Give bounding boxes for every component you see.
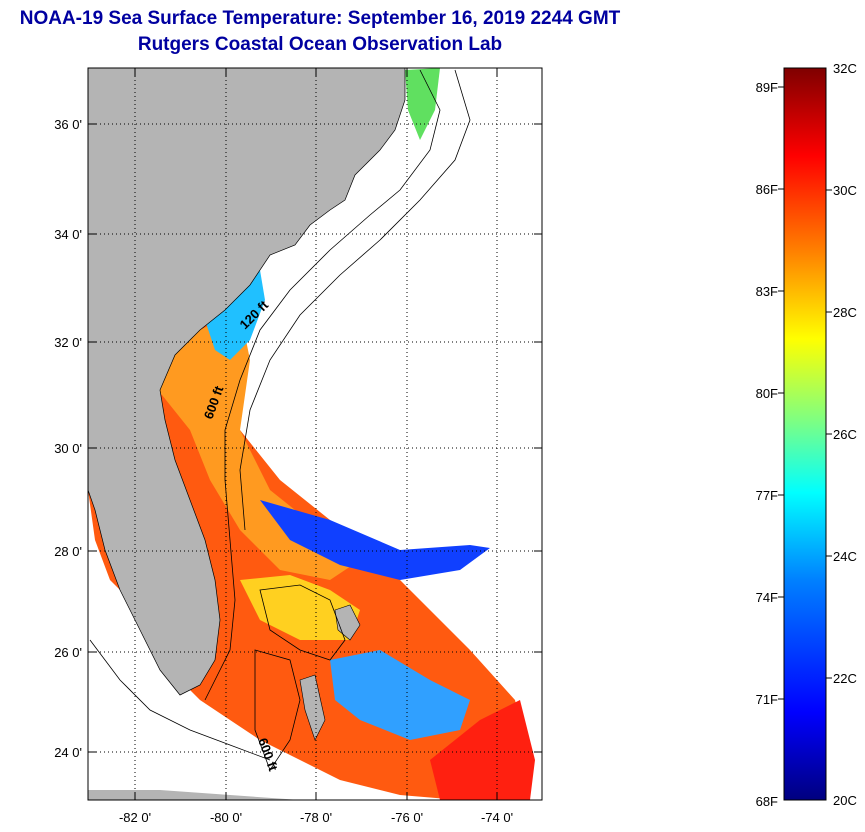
- sst-orange-region: [150, 310, 360, 580]
- sst-north-patch: [405, 68, 440, 140]
- map-subtitle: Rutgers Coastal Ocean Observation Lab: [137, 34, 503, 55]
- colorbar-fahrenheit-label: 74F: [756, 590, 778, 605]
- lat-label: 28 0': [54, 544, 82, 559]
- colorbar-fahrenheit-label: 77F: [756, 488, 778, 503]
- bathymetry-contour-slope: [239, 69, 471, 531]
- cuba-land: [88, 790, 300, 800]
- bathymetry-contour-bahamas: [254, 584, 346, 771]
- colorbar-fahrenheit-label: 89F: [756, 80, 778, 95]
- lon-label: -82 0': [119, 810, 151, 825]
- lat-label: 36 0': [54, 117, 82, 132]
- bathymetry-contour-gulf: [89, 639, 271, 761]
- colorbar-celsius-label: 24C: [833, 549, 857, 564]
- map-title: NOAA-19 Sea Surface Temperature: Septemb…: [19, 8, 621, 29]
- colorbar-fahrenheit-label: 83F: [756, 284, 778, 299]
- colorbar-celsius-label: 30C: [833, 183, 857, 198]
- lon-label: -74 0': [481, 810, 513, 825]
- sst-yellow-region: [240, 575, 360, 640]
- frame-ticks: [88, 68, 542, 800]
- colorbar-fahrenheit-label: 80F: [756, 386, 778, 401]
- lon-label: -76 0': [391, 810, 423, 825]
- colorbar-celsius-label: 26C: [833, 427, 857, 442]
- sst-bahamas-mix: [330, 650, 470, 740]
- temperature-colorbar: [783, 67, 827, 801]
- colorbar-fahrenheit-label: 71F: [756, 692, 778, 707]
- colorbar-celsius-label: 22C: [833, 671, 857, 686]
- lon-label: -80 0': [210, 810, 242, 825]
- map-frame: [87, 67, 543, 801]
- sst-cyan-patches: [205, 270, 265, 360]
- lat-label: 26 0': [54, 645, 82, 660]
- colorbar-celsius-label: 20C: [833, 793, 857, 808]
- lat-label: 24 0': [54, 745, 82, 760]
- land-mass: [88, 68, 406, 696]
- colorbar-fahrenheit-label: 86F: [756, 182, 778, 197]
- colorbar-ticks: [778, 86, 832, 700]
- colorbar-celsius-label: 32C: [833, 61, 857, 76]
- sst-blue-patches: [260, 500, 490, 580]
- lat-label: 30 0': [54, 441, 82, 456]
- bathymetry-contour-shelf: [204, 69, 441, 701]
- sst-red-southeast: [430, 700, 535, 800]
- lat-label: 34 0': [54, 227, 82, 242]
- colorbar-fahrenheit-label: 68F: [756, 794, 778, 809]
- colorbar-celsius-label: 28C: [833, 305, 857, 320]
- lat-label: 32 0': [54, 335, 82, 350]
- lon-label: -78 0': [300, 810, 332, 825]
- bahamas-land: [299, 604, 361, 741]
